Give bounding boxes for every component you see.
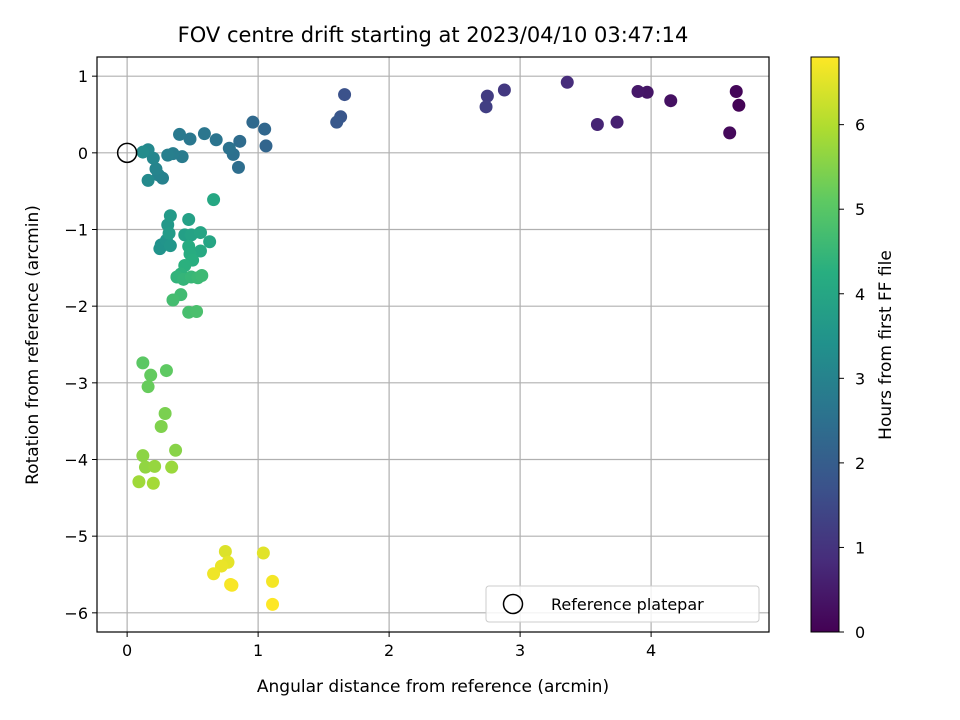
y-tick-label: −5 [64, 527, 88, 546]
legend: Reference platepar [485, 585, 760, 623]
data-point [144, 368, 158, 382]
plot-frame [96, 56, 770, 633]
data-point [266, 597, 280, 611]
data-point [330, 115, 344, 129]
y-tick-label: −1 [64, 221, 88, 240]
data-point [259, 139, 273, 153]
colorbar-gradient [810, 56, 840, 633]
data-point [590, 117, 604, 131]
data-point [141, 173, 155, 187]
x-tick-label: 4 [646, 641, 656, 660]
data-point [610, 115, 624, 129]
data-point [149, 162, 163, 176]
data-point [141, 380, 155, 394]
data-point [158, 407, 172, 420]
data-point [169, 443, 183, 457]
data-points [132, 75, 746, 611]
y-tick-label: −2 [64, 297, 88, 316]
colorbar-tick-label: 1 [855, 538, 865, 557]
x-axis-ticks: 0 1 2 3 4 [122, 632, 656, 660]
data-point [207, 567, 221, 581]
data-point [161, 148, 175, 162]
data-point [266, 574, 280, 588]
data-point [190, 305, 204, 319]
data-point [165, 460, 179, 474]
data-point [233, 134, 247, 148]
data-point [195, 269, 209, 282]
data-point [136, 145, 150, 159]
data-point [146, 476, 160, 490]
data-point [136, 356, 150, 370]
y-axis-ticks: 1 0 −1 −2 −3 −4 −5 −6 [64, 67, 97, 623]
grid-lines [97, 57, 769, 632]
data-point [560, 75, 574, 89]
data-point [182, 213, 196, 227]
data-point [203, 235, 217, 249]
data-point [256, 546, 270, 560]
data-point [132, 475, 146, 489]
data-point [497, 83, 511, 97]
colorbar-tick-label: 5 [855, 200, 865, 219]
data-point [163, 209, 177, 223]
colorbar-ticks: 0 1 2 3 4 5 6 [839, 116, 865, 642]
data-point [166, 293, 180, 307]
colorbar-tick-label: 4 [855, 285, 865, 304]
x-tick-label: 3 [515, 641, 525, 660]
x-tick-label: 2 [384, 641, 394, 660]
data-point [154, 420, 168, 434]
legend-label: Reference platepar [551, 595, 704, 614]
data-point [136, 449, 150, 463]
data-point [258, 122, 272, 136]
data-point [222, 141, 236, 155]
y-tick-label: −4 [64, 451, 88, 470]
data-point [197, 127, 211, 141]
y-tick-label: −3 [64, 374, 88, 393]
data-point [193, 244, 207, 258]
colorbar-tick-label: 6 [855, 116, 865, 135]
data-point [163, 239, 177, 253]
y-tick-label: 0 [78, 144, 88, 163]
data-point [479, 100, 493, 114]
chart-title: FOV centre drift starting at 2023/04/10 … [178, 23, 689, 47]
data-point [209, 133, 223, 147]
legend-box [485, 585, 760, 623]
y-axis-label: Rotation from reference (arcmin) [23, 205, 43, 485]
data-point [162, 226, 176, 240]
x-tick-label: 0 [122, 641, 132, 660]
colorbar-label: Hours from first FF file [876, 250, 896, 440]
colorbar-tick-label: 3 [855, 369, 865, 388]
data-point [225, 578, 239, 592]
legend-marker [502, 593, 524, 615]
y-tick-label: 1 [78, 67, 88, 86]
data-point [631, 85, 645, 98]
data-point [480, 89, 494, 103]
reference-marker [116, 142, 138, 164]
data-point [231, 160, 245, 174]
colorbar-tick-label: 0 [855, 623, 865, 642]
data-point [664, 94, 678, 108]
x-tick-label: 1 [253, 641, 263, 660]
colorbar-tick-label: 2 [855, 454, 865, 473]
reference-point [116, 142, 138, 164]
data-point [159, 364, 173, 378]
data-point [338, 88, 352, 102]
x-axis-label: Angular distance from reference (arcmin) [257, 677, 609, 697]
data-point [732, 98, 746, 112]
data-point [148, 459, 162, 473]
y-tick-label: −6 [64, 604, 88, 623]
data-point [183, 132, 197, 146]
data-point [173, 127, 187, 141]
colorbar: 0 1 2 3 4 5 6 Hours from first FF file [810, 56, 896, 642]
data-point [723, 126, 737, 140]
data-point [729, 85, 743, 98]
data-point [218, 545, 232, 558]
data-point [207, 193, 221, 207]
data-point [246, 115, 260, 129]
data-point [193, 226, 207, 240]
